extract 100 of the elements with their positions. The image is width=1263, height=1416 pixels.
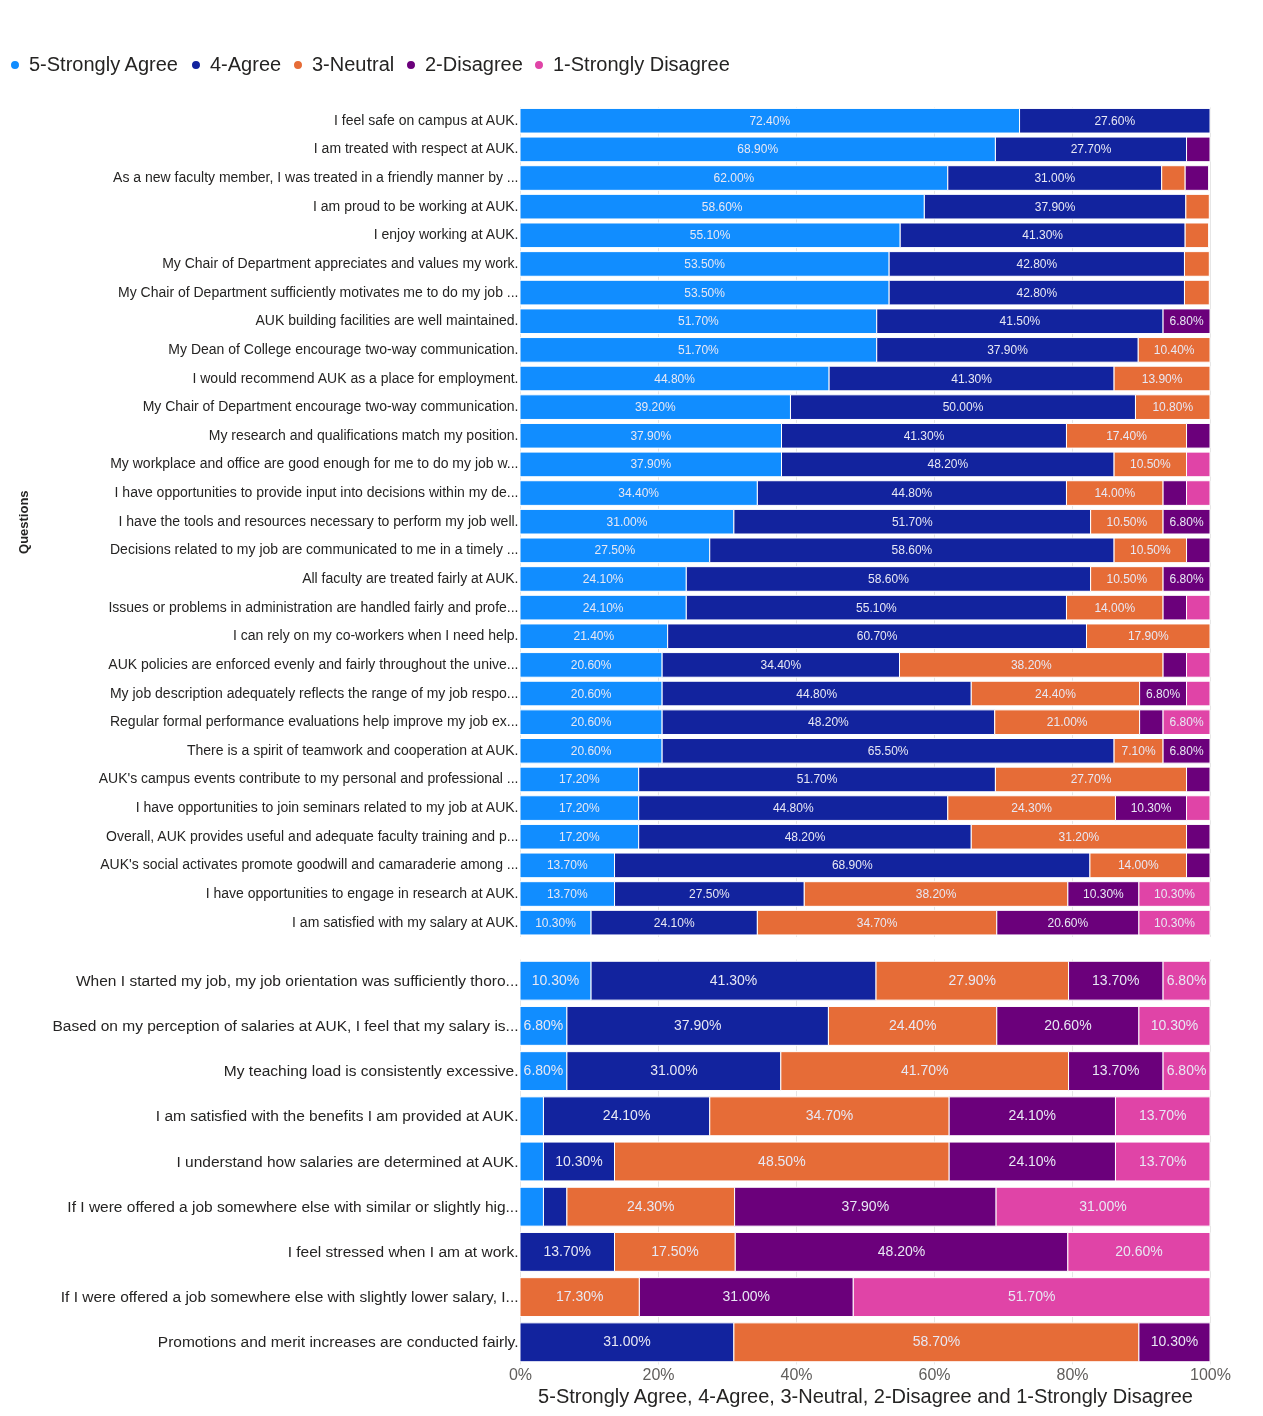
y-tick-label: AUK building facilities are well maintained.: [255, 312, 519, 329]
data-label: 14.00%: [1117, 858, 1159, 873]
data-label: 53.50%: [684, 285, 726, 300]
data-label: 6.80%: [1169, 743, 1204, 758]
data-label: 27.50%: [689, 887, 731, 902]
y-tick-label: I can rely on my co-workers when I need help.: [232, 627, 519, 644]
data-label: 41.50%: [999, 314, 1041, 329]
data-label: 37.90%: [630, 428, 672, 443]
data-label: 24.30%: [1011, 801, 1053, 816]
data-label: 34.70%: [856, 915, 898, 930]
data-label: 13.70%: [1092, 971, 1140, 988]
data-label: 37.90%: [987, 342, 1029, 357]
y-tick-label: I feel safe on campus at AUK.: [334, 111, 519, 128]
data-label: 13.70%: [546, 887, 588, 902]
legend-label: 1-Strongly Disagree: [553, 53, 730, 75]
data-label: 27.90%: [948, 971, 997, 988]
data-label: 38.20%: [1010, 657, 1052, 672]
data-label: 58.70%: [912, 1333, 961, 1350]
data-label: 31.00%: [603, 1333, 651, 1350]
y-tick-label: There is a spirit of teamwork and cooperation at AUK.: [187, 741, 519, 758]
data-label: 27.70%: [1070, 142, 1112, 157]
data-label: 13.70%: [1092, 1062, 1140, 1079]
data-label: 31.00%: [650, 1062, 698, 1079]
data-label: 24.10%: [582, 600, 624, 615]
y-tick-label: All faculty are treated fairly at AUK.: [302, 569, 519, 586]
y-tick-label: My Chair of Department sufficiently motivates me to do my job ...: [118, 283, 519, 300]
data-label: 24.10%: [1008, 1152, 1057, 1169]
data-label: 17.20%: [558, 801, 601, 816]
data-label: 58.60%: [701, 199, 743, 214]
y-tick-label: Based on my perception of salaries at AUK, I feel that my salary is...: [52, 1016, 519, 1034]
data-label: 65.50%: [867, 743, 909, 758]
data-label: 48.50%: [758, 1152, 806, 1169]
data-label: 20.60%: [570, 743, 612, 758]
data-label: 41.30%: [1022, 228, 1064, 243]
legend-label: 4-Agree: [210, 53, 282, 75]
y-tick-label: Decisions related to my job are communicated to me in a timely ...: [109, 541, 519, 558]
y-tick-label: I have opportunities to engage in research at AUK.: [205, 885, 519, 902]
y-tick-label: I am satisfied with my salary at AUK.: [292, 913, 519, 930]
data-label: 37.90%: [841, 1197, 890, 1214]
data-label: 27.70%: [1070, 772, 1112, 787]
data-label: 10.30%: [535, 915, 577, 930]
data-label: 6.80%: [1169, 314, 1204, 329]
legend-label: 3-Neutral: [312, 53, 395, 75]
data-label: 60.70%: [856, 629, 898, 644]
data-label: 10.30%: [1130, 801, 1172, 816]
data-label: 51.70%: [891, 514, 933, 529]
data-label: 14.00%: [1094, 486, 1136, 501]
data-label: 31.20%: [1058, 829, 1100, 844]
data-label: 27.50%: [594, 543, 636, 558]
data-label: 41.30%: [951, 371, 993, 386]
data-label: 51.70%: [678, 342, 720, 357]
data-label: 10.80%: [1152, 400, 1194, 415]
data-label: 10.50%: [1106, 514, 1148, 529]
data-label: 10.50%: [1129, 457, 1171, 472]
data-label: 6.80%: [523, 1062, 564, 1079]
y-tick-label: I understand how salaries are determined at AUK.: [176, 1152, 519, 1170]
data-label: 6.80%: [1166, 971, 1207, 988]
y-tick-label: My job description adequately reflects the range of my job respo...: [109, 684, 519, 701]
data-label: 7.10%: [1121, 743, 1156, 758]
data-label: 13.70%: [546, 858, 588, 873]
data-label: 38.20%: [915, 887, 957, 902]
y-tick-label: Overall, AUK provides useful and adequate faculty training and p...: [106, 827, 519, 844]
data-label: 24.40%: [888, 1016, 937, 1033]
data-label: 68.90%: [831, 858, 873, 873]
data-label: 55.10%: [689, 228, 731, 243]
data-label: 10.30%: [1150, 1333, 1199, 1350]
data-label: 37.90%: [673, 1016, 722, 1033]
y-tick-label: Issues or problems in administration are handled fairly and profe...: [108, 598, 519, 615]
data-label: 24.10%: [582, 571, 624, 586]
data-label: 58.60%: [868, 571, 910, 586]
data-label: 6.80%: [523, 1016, 564, 1033]
data-label: 21.00%: [1046, 715, 1088, 730]
data-label: 31.00%: [1079, 1197, 1127, 1214]
data-label: 20.60%: [1115, 1242, 1163, 1259]
data-label: 14.00%: [1094, 600, 1136, 615]
x-tick-label: 80%: [1056, 1365, 1089, 1383]
y-tick-label: As a new faculty member, I was treated in a friendly manner by ...: [113, 169, 519, 186]
data-label: 24.10%: [602, 1107, 651, 1124]
x-tick-label: 0%: [508, 1365, 533, 1383]
data-label: 44.80%: [891, 486, 933, 501]
data-label: 37.90%: [1034, 199, 1076, 214]
data-label: 13.70%: [543, 1242, 592, 1259]
data-label: 10.30%: [1154, 887, 1196, 902]
y-tick-label: I have opportunities to provide input into decisions within my de...: [114, 484, 519, 501]
data-label: 44.80%: [772, 801, 814, 816]
data-label: 24.40%: [1035, 686, 1077, 701]
data-label: 17.30%: [555, 1288, 604, 1305]
y-tick-label: AUK's social activates promote goodwill and camaraderie among ...: [100, 856, 519, 873]
data-label: 34.70%: [805, 1107, 854, 1124]
data-label: 6.80%: [1169, 571, 1204, 586]
y-tick-label: AUK policies are enforced evenly and fairly throughout the unive...: [108, 655, 519, 672]
x-tick-label: 40%: [780, 1365, 813, 1383]
y-axis-title: Questions: [15, 490, 31, 554]
data-label: 24.10%: [1008, 1107, 1057, 1124]
y-tick-label: Regular formal performance evaluations help improve my job ex...: [109, 713, 519, 730]
data-label: 6.80%: [1169, 715, 1204, 730]
data-label: 10.30%: [1083, 887, 1125, 902]
y-tick-label: I enjoy working at AUK.: [373, 226, 519, 243]
data-label: 31.00%: [722, 1288, 771, 1305]
data-label: 58.60%: [891, 543, 933, 558]
